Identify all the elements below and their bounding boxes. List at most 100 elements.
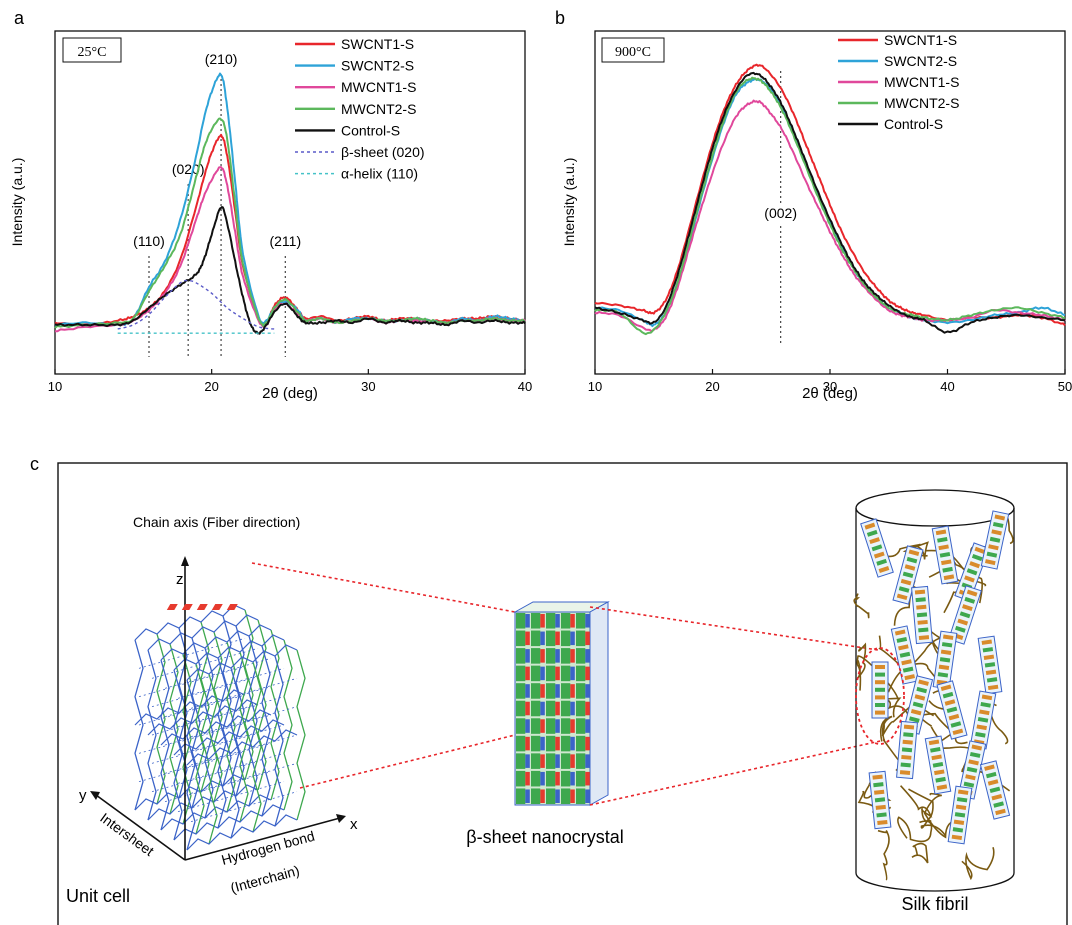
crystal-green-block bbox=[561, 700, 571, 717]
legend-b: SWCNT1-S SWCNT2-S MWCNT1-S MWCNT2-S Control-… bbox=[838, 32, 959, 132]
legend-label-mwcnt1-s: MWCNT1-S bbox=[884, 74, 959, 90]
fibril-crystal bbox=[911, 585, 933, 645]
fibril-crystal-stripe bbox=[916, 686, 928, 694]
crystal-green-block bbox=[516, 648, 526, 664]
zoom-circle bbox=[855, 647, 905, 745]
fibril-crystal-stripe bbox=[875, 665, 885, 669]
beta-sheet-nanocrystal: β-sheet nanocrystal bbox=[166, 601, 624, 847]
fibril-crystal-stripe bbox=[903, 732, 914, 738]
fibril-crystal-stripe bbox=[966, 568, 978, 576]
fibril-crystal-stripe bbox=[952, 827, 964, 833]
fibril-crystal-stripe bbox=[940, 684, 952, 692]
peak-label: (210) bbox=[205, 51, 238, 67]
x-ticks-a: 10 20 30 40 bbox=[48, 369, 532, 394]
fibril-crystal-stripe bbox=[876, 812, 887, 818]
chain-zigzag bbox=[235, 625, 245, 797]
chain-zigzag bbox=[182, 653, 192, 825]
x-tick-label: 30 bbox=[823, 379, 837, 394]
fibril-crystal-stripe bbox=[951, 834, 963, 841]
amorphous-chain bbox=[961, 847, 995, 881]
diagram-frame bbox=[57, 462, 1068, 925]
legend-label-swcnt1-s: SWCNT1-S bbox=[341, 36, 414, 52]
chain-zigzag bbox=[156, 633, 166, 805]
chain-zigzag bbox=[226, 641, 236, 813]
fibril-crystal-stripe bbox=[917, 619, 928, 625]
series-line-mwcnt2-s bbox=[594, 76, 1066, 336]
crystal-accent-block bbox=[555, 684, 560, 698]
fibril-crystal-stripe bbox=[938, 544, 949, 551]
crystal-green-block bbox=[546, 735, 556, 752]
crystal-green-block bbox=[561, 613, 571, 629]
crystal-green-block bbox=[561, 735, 571, 752]
crystal-accent-block bbox=[570, 789, 575, 803]
crystal-accent-block bbox=[540, 614, 545, 628]
x-tick-label: 10 bbox=[48, 379, 62, 394]
crystal-green-block bbox=[546, 613, 556, 629]
fibril-crystal bbox=[868, 770, 892, 830]
crystal-accent-block bbox=[570, 771, 575, 786]
fibril-crystal-stripe bbox=[915, 597, 926, 603]
crystal-accent-block bbox=[570, 666, 575, 681]
crystal-green-block bbox=[561, 648, 571, 664]
crystal-green-block bbox=[531, 630, 541, 647]
fibril-crystal bbox=[979, 760, 1011, 820]
fibril-crystal-stripe bbox=[875, 687, 885, 692]
fibril-crystal-stripe bbox=[965, 774, 976, 781]
crystal-green-block bbox=[546, 770, 556, 787]
crystal-accent-block bbox=[570, 631, 575, 646]
fibril-crystal bbox=[931, 525, 959, 585]
fibril-crystal-stripe bbox=[985, 669, 997, 676]
fibril-crystal-stripe bbox=[981, 694, 993, 701]
crystal-green-block bbox=[516, 683, 526, 699]
crystal-green-block bbox=[546, 718, 556, 734]
series-line-swcnt1-s bbox=[54, 133, 526, 327]
crystal-green-block bbox=[576, 788, 586, 804]
fibril-crystal-stripe bbox=[875, 695, 885, 700]
fibril-crystal-stripe bbox=[971, 553, 983, 562]
crystal-accent-block bbox=[555, 666, 560, 681]
fibril-crystal-stripe bbox=[974, 546, 986, 554]
chain-zigzag bbox=[186, 679, 196, 851]
fibril-crystal-stripe bbox=[904, 674, 916, 681]
series-line-sheet-020 bbox=[117, 279, 275, 330]
sheet-connector bbox=[173, 719, 285, 756]
fibril-crystal-stripe bbox=[942, 634, 954, 640]
crystal-accent-block bbox=[570, 649, 575, 663]
crystal-green-block bbox=[561, 718, 571, 734]
sheet-connector bbox=[186, 814, 298, 851]
fibril-crystal-stripe bbox=[910, 709, 922, 716]
legend-label-swcnt1-s: SWCNT1-S bbox=[884, 32, 957, 48]
amorphous-chain bbox=[908, 788, 947, 837]
series-line-swcnt2-s bbox=[54, 72, 526, 327]
fibril-crystal-stripe bbox=[864, 522, 876, 530]
fibril-crystal-stripe bbox=[952, 728, 964, 736]
crystal-green-block bbox=[531, 683, 541, 699]
fibril-crystal-stripe bbox=[985, 771, 997, 779]
peak-label-bg bbox=[758, 206, 803, 225]
fibril-crystal-stripe bbox=[969, 561, 981, 569]
crystal-accent-block bbox=[585, 649, 590, 663]
unit-cell-title: Unit cell bbox=[66, 886, 130, 906]
crystal-accent-block bbox=[570, 736, 575, 751]
fibril-crystal-stripe bbox=[959, 611, 971, 619]
fibril-crystal-stripe bbox=[900, 578, 912, 586]
crystal-green-block bbox=[546, 648, 556, 664]
fibril-crystal-stripe bbox=[904, 564, 916, 571]
hbond-dash bbox=[177, 696, 285, 728]
fibril-crystal-stripe bbox=[964, 575, 975, 583]
fibril-crystal-stripe bbox=[982, 647, 994, 653]
amorphous-chain bbox=[911, 842, 929, 864]
crystal-green-block bbox=[576, 665, 586, 682]
crystal-top-block bbox=[181, 604, 193, 610]
x-ticks-b: 10 20 30 40 50 bbox=[588, 369, 1072, 394]
chain-zigzag bbox=[270, 629, 280, 801]
x-axis-label-a: 2θ (deg) bbox=[262, 385, 318, 402]
fibril-crystal bbox=[890, 625, 920, 685]
fibril-crystal-stripe bbox=[940, 649, 952, 655]
fibril-crystal-stripe bbox=[916, 604, 927, 610]
crystal-accent-block bbox=[540, 771, 545, 786]
crystal-green-block bbox=[546, 700, 556, 717]
fibril-crystal-stripe bbox=[918, 627, 929, 633]
hbond-dash bbox=[190, 762, 298, 794]
fibril-crystal-stripe bbox=[898, 586, 910, 593]
